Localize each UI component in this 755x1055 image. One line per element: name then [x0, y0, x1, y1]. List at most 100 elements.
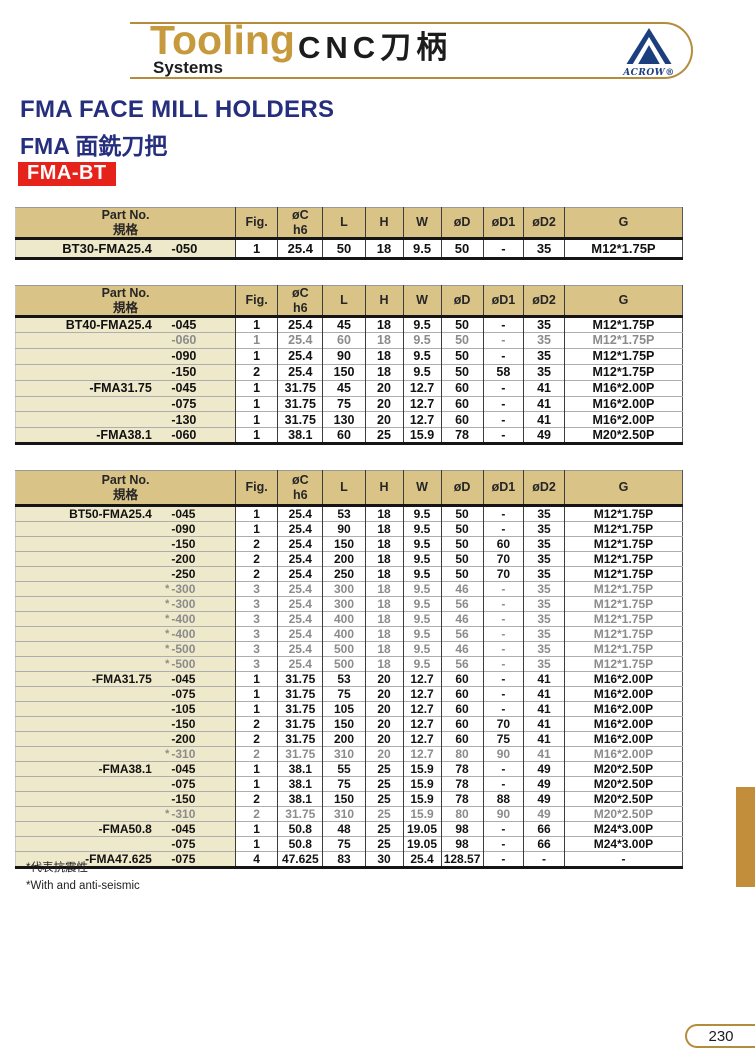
- table-cell: 130: [322, 411, 365, 428]
- table-cell: 50: [440, 332, 484, 349]
- part-star: *: [165, 748, 170, 760]
- part-suffix: -310: [171, 807, 196, 821]
- col-header: G: [563, 470, 683, 507]
- table-cell: -: [523, 851, 565, 868]
- part-star: *: [165, 628, 170, 640]
- part-suffix: -075: [171, 837, 196, 851]
- table-cell: 46: [440, 611, 484, 627]
- table-cell: 1: [235, 395, 278, 412]
- table-cell: 9.5: [402, 332, 442, 349]
- part-no-cell: -FMA38.1 -060: [15, 427, 236, 444]
- table-cell: 9.5: [402, 656, 442, 672]
- table-cell: -: [482, 505, 524, 522]
- table-row: -075 1 31.75 75 20 12.7 60-41 M16*2.00P: [15, 395, 683, 412]
- part-no-cell: -250: [15, 566, 236, 582]
- table-cell: 9.5: [402, 316, 442, 333]
- table-cell: 20: [364, 746, 404, 762]
- page-title-en: FMA FACE MILL HOLDERS: [20, 96, 335, 123]
- table-row: -150 2 25.4 150 18 9.5 50 58 35 M12*1.75P: [15, 363, 683, 381]
- part-base: -FMA31.75: [91, 672, 152, 686]
- col-header: W: [402, 470, 442, 507]
- table-cell: -: [482, 761, 524, 777]
- table-cell: 18: [364, 332, 404, 349]
- table-row: -150 2 25.4 150 18 9.5 50 60 35 M12*1.75P: [15, 536, 683, 552]
- part-no-cell: -105: [15, 701, 236, 717]
- table-cell: 9.5: [402, 505, 442, 522]
- table-cell: 35: [523, 596, 565, 612]
- table-cell: 2: [235, 363, 278, 381]
- table-cell: 46: [440, 581, 484, 597]
- table-cell: 75: [322, 686, 365, 702]
- table-cell: 3: [235, 611, 278, 627]
- table-cell: 12.7: [402, 701, 442, 717]
- table-cell: M12*1.75P: [563, 536, 683, 552]
- table-cell: 78: [440, 776, 484, 792]
- part-suffix: -400: [171, 627, 196, 641]
- table-cell: 78: [440, 761, 484, 777]
- table-cell: 90: [322, 347, 365, 365]
- table-cell: 3: [235, 581, 278, 597]
- part-no-cell: -075: [15, 836, 236, 852]
- table-cell: 47.625: [277, 851, 323, 868]
- part-no-cell: * -500: [15, 641, 236, 657]
- table-cell: 25: [364, 821, 404, 837]
- table-cell: 60: [440, 686, 484, 702]
- acrow-triangle-icon: [626, 28, 672, 68]
- table-cell: 15.9: [402, 806, 442, 822]
- table-cell: 128.57: [440, 851, 484, 868]
- table-cell: 35: [523, 581, 565, 597]
- table-cell: M12*1.75P: [563, 505, 683, 522]
- part-suffix: -045: [171, 507, 196, 521]
- table-cell: M16*2.00P: [563, 701, 683, 717]
- part-no-cell: -060: [15, 332, 236, 349]
- col-header: Fig.: [235, 207, 278, 240]
- table-cell: 49: [523, 761, 565, 777]
- table-cell: M12*1.75P: [563, 521, 683, 537]
- table-cell: 150: [322, 791, 365, 807]
- table-cell: 1: [235, 671, 278, 687]
- table-cell: 35: [523, 626, 565, 642]
- table-cell: 1: [235, 836, 278, 852]
- table-cell: 1: [235, 505, 278, 522]
- table-cell: 9.5: [402, 596, 442, 612]
- table-cell: 3: [235, 656, 278, 672]
- table-cell: M16*2.00P: [563, 411, 683, 428]
- table-cell: 78: [440, 791, 484, 807]
- table-cell: 25.4: [277, 316, 323, 333]
- table-cell: 35: [523, 641, 565, 657]
- table-cell: 50: [322, 238, 365, 259]
- table-cell: 19.05: [402, 836, 442, 852]
- table-cell: -: [482, 656, 524, 672]
- table-cell: -: [482, 395, 524, 412]
- part-no-cell: -090: [15, 347, 236, 365]
- table-cell: -: [482, 332, 524, 349]
- table-cell: M12*1.75P: [563, 626, 683, 642]
- table-cell: 58: [482, 363, 524, 381]
- table-cell: 31.75: [277, 731, 323, 747]
- table-cell: 90: [482, 806, 524, 822]
- part-no-cell: -200: [15, 731, 236, 747]
- part-suffix: -150: [171, 717, 196, 731]
- part-star: *: [165, 643, 170, 655]
- part-suffix: -090: [171, 349, 197, 364]
- table-cell: 41: [523, 701, 565, 717]
- table-cell: 25: [364, 427, 404, 444]
- table-row: -FMA31.75 -045 1 31.75 53 20 12.7 60-41 M16*2.00…: [15, 671, 683, 687]
- table-cell: 53: [322, 505, 365, 522]
- part-star: *: [165, 808, 170, 820]
- table-cell: 60: [322, 332, 365, 349]
- table-cell: 12.7: [402, 731, 442, 747]
- table-row: * -400 3 25.4 400 18 9.5 46-35 M12*1.75P: [15, 611, 683, 627]
- table-cell: 300: [322, 581, 365, 597]
- part-no-cell: * -400: [15, 626, 236, 642]
- part-no-cell: * -500: [15, 656, 236, 672]
- table-cell: M12*1.75P: [563, 656, 683, 672]
- part-suffix: -150: [171, 537, 196, 551]
- table-cell: 150: [322, 363, 365, 381]
- table-cell: 18: [364, 551, 404, 567]
- table-cell: 1: [235, 521, 278, 537]
- table-row: -060 1 25.4 60 18 9.5 50-35 M12*1.75P: [15, 332, 683, 349]
- table-cell: 18: [364, 536, 404, 552]
